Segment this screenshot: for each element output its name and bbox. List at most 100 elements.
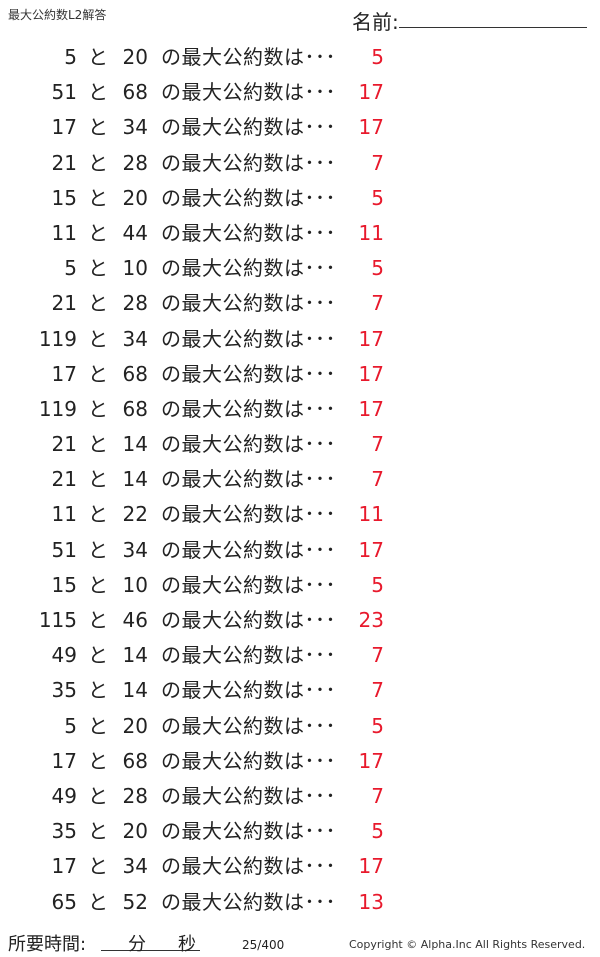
connector: と xyxy=(88,220,108,245)
answer: 23 xyxy=(358,608,384,632)
problem-row: 21 と 14 の最大公約数は･･･ 7 xyxy=(0,462,600,497)
question-text: の最大公約数は･･･ xyxy=(161,80,336,105)
first-number: 49 xyxy=(51,783,77,808)
question-text: の最大公約数は･･･ xyxy=(161,185,336,210)
time-field-line xyxy=(101,950,200,951)
first-number: 21 xyxy=(51,150,77,175)
first-number: 21 xyxy=(51,432,77,457)
problem-row: 51 と 68 の最大公約数は･･･ 17 xyxy=(0,75,600,110)
connector: と xyxy=(88,185,108,210)
question-text: の最大公約数は･･･ xyxy=(161,150,336,175)
question-text: の最大公約数は･･･ xyxy=(161,643,336,668)
second-number: 34 xyxy=(122,115,148,140)
problem-row: 65 と 52 の最大公約数は･･･ 13 xyxy=(0,885,600,920)
first-number: 5 xyxy=(64,713,77,738)
problem-row: 49 と 14 の最大公約数は･･･ 7 xyxy=(0,638,600,673)
second-number: 68 xyxy=(122,396,148,421)
connector: と xyxy=(88,291,108,316)
connector: と xyxy=(88,608,108,632)
second-number: 34 xyxy=(122,537,148,562)
copyright: Copyright © Alpha.Inc All Rights Reserve… xyxy=(349,938,586,951)
connector: と xyxy=(88,678,108,703)
question-text: の最大公約数は･･･ xyxy=(161,432,336,457)
question-text: の最大公約数は･･･ xyxy=(161,608,336,632)
question-text: の最大公約数は･･･ xyxy=(161,361,336,386)
connector: と xyxy=(88,326,108,351)
second-number: 10 xyxy=(122,572,148,597)
second-number: 28 xyxy=(122,291,148,316)
first-number: 21 xyxy=(51,467,77,492)
first-number: 119 xyxy=(38,326,77,351)
problem-row: 17 と 68 の最大公約数は･･･ 17 xyxy=(0,744,600,779)
first-number: 17 xyxy=(51,115,77,140)
problem-row: 51 と 34 の最大公約数は･･･ 17 xyxy=(0,533,600,568)
second-number: 14 xyxy=(122,643,148,668)
answer: 7 xyxy=(371,432,384,457)
first-number: 11 xyxy=(51,502,77,527)
problem-row: 35 と 20 の最大公約数は･･･ 5 xyxy=(0,814,600,849)
connector: と xyxy=(88,150,108,175)
connector: と xyxy=(88,572,108,597)
connector: と xyxy=(88,889,108,914)
connector: と xyxy=(88,643,108,668)
question-text: の最大公約数は･･･ xyxy=(161,326,336,351)
connector: と xyxy=(88,502,108,527)
first-number: 17 xyxy=(51,854,77,879)
connector: と xyxy=(88,854,108,879)
first-number: 115 xyxy=(38,608,77,632)
first-number: 49 xyxy=(51,643,77,668)
problem-row: 115 と 46 の最大公約数は･･･ 23 xyxy=(0,603,600,638)
problem-row: 17 と 34 の最大公約数は･･･ 17 xyxy=(0,110,600,145)
problem-row: 21 と 14 の最大公約数は･･･ 7 xyxy=(0,427,600,462)
problem-row: 119 と 34 の最大公約数は･･･ 17 xyxy=(0,322,600,357)
second-number: 20 xyxy=(122,713,148,738)
answer: 7 xyxy=(371,150,384,175)
first-number: 5 xyxy=(64,256,77,281)
connector: と xyxy=(88,361,108,386)
answer: 17 xyxy=(358,115,384,140)
connector: と xyxy=(88,396,108,421)
first-number: 35 xyxy=(51,819,77,844)
second-number: 20 xyxy=(122,185,148,210)
answer: 5 xyxy=(371,185,384,210)
problem-row: 5 と 10 の最大公約数は･･･ 5 xyxy=(0,251,600,286)
second-number: 20 xyxy=(122,819,148,844)
question-text: の最大公約数は･･･ xyxy=(161,502,336,527)
connector: と xyxy=(88,80,108,105)
second-number: 14 xyxy=(122,678,148,703)
first-number: 17 xyxy=(51,361,77,386)
question-text: の最大公約数は･･･ xyxy=(161,713,336,738)
connector: と xyxy=(88,713,108,738)
first-number: 51 xyxy=(51,537,77,562)
connector: と xyxy=(88,748,108,773)
problem-row: 119 と 68 の最大公約数は･･･ 17 xyxy=(0,392,600,427)
answer: 17 xyxy=(358,748,384,773)
answer: 17 xyxy=(358,361,384,386)
first-number: 65 xyxy=(51,889,77,914)
question-text: の最大公約数は･･･ xyxy=(161,748,336,773)
answer: 5 xyxy=(371,819,384,844)
question-text: の最大公約数は･･･ xyxy=(161,572,336,597)
connector: と xyxy=(88,819,108,844)
second-number: 14 xyxy=(122,467,148,492)
second-number: 44 xyxy=(122,220,148,245)
problem-row: 21 と 28 の最大公約数は･･･ 7 xyxy=(0,146,600,181)
answer: 5 xyxy=(371,256,384,281)
second-number: 14 xyxy=(122,432,148,457)
connector: と xyxy=(88,115,108,140)
second-number: 22 xyxy=(122,502,148,527)
answer: 7 xyxy=(371,643,384,668)
connector: と xyxy=(88,432,108,457)
first-number: 35 xyxy=(51,678,77,703)
first-number: 11 xyxy=(51,220,77,245)
connector: と xyxy=(88,45,108,69)
first-number: 21 xyxy=(51,291,77,316)
second-number: 68 xyxy=(122,748,148,773)
second-number: 46 xyxy=(122,608,148,632)
connector: と xyxy=(88,537,108,562)
problem-row: 5 と 20 の最大公約数は･･･ 5 xyxy=(0,40,600,75)
question-text: の最大公約数は･･･ xyxy=(161,537,336,562)
answer: 7 xyxy=(371,783,384,808)
answer: 7 xyxy=(371,678,384,703)
second-number: 28 xyxy=(122,783,148,808)
